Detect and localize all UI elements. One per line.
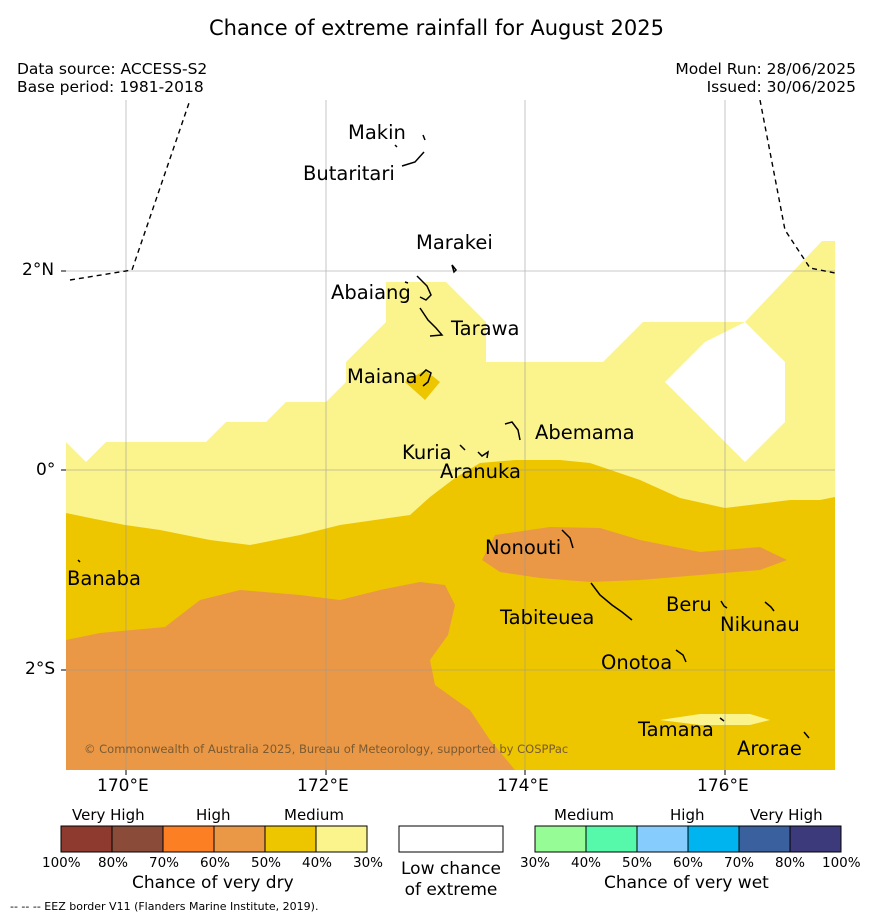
place-label-maiana: Maiana (347, 365, 418, 388)
x-tick-label: 174°E (497, 776, 549, 796)
zone-dry-high-maiana (405, 370, 440, 400)
copyright-notice: © Commonwealth of Australia 2025, Bureau… (84, 742, 569, 756)
model-run-label: Model Run: 28/06/2025 (675, 60, 856, 78)
legend-dry-header: High (196, 806, 231, 824)
place-label-nikunau: Nikunau (720, 613, 800, 636)
legend-dry-header: Medium (284, 806, 344, 824)
legend-wet-tick: 30% (520, 855, 551, 871)
legend-dry-header: Very High (72, 806, 145, 824)
legend-wet-bar (534, 825, 842, 853)
legend-wet-header: Medium (554, 806, 614, 824)
place-label-banaba: Banaba (67, 567, 141, 590)
place-label-onotoa: Onotoa (601, 651, 673, 674)
place-label-tarawa: Tarawa (451, 317, 520, 340)
place-label-abemama: Abemama (535, 421, 635, 444)
zone-medium-tamana (660, 714, 770, 725)
place-label-beru: Beru (666, 593, 712, 616)
legend-dry-swatch (111, 825, 164, 853)
legend-wet-header: High (670, 806, 705, 824)
legend-dry-title: Chance of very dry (132, 873, 294, 893)
legend-dry-bar (60, 825, 368, 853)
legend-dry-swatch (213, 825, 266, 853)
legend-dry-tick: 50% (251, 855, 282, 871)
legend-wet-swatch (687, 825, 740, 853)
legend-wet-tick: 100% (822, 855, 861, 871)
zone-low-top (66, 100, 835, 462)
legend-low-swatch (398, 825, 504, 853)
place-label-nonouti: Nonouti (485, 536, 562, 559)
legend-dry-tick: 40% (302, 855, 333, 871)
legend-wet-swatch (585, 825, 638, 853)
place-label-arorae: Arorae (737, 737, 802, 760)
legend-wet-tick: 60% (673, 855, 704, 871)
legend-wet-tick: 50% (622, 855, 653, 871)
legend-dry-swatch (60, 825, 113, 853)
data-source-label: Data source: ACCESS-S2 (17, 60, 208, 78)
place-label-makin: Makin (348, 121, 406, 144)
legend-dry-swatch (162, 825, 215, 853)
base-period-label: Base period: 1981-2018 (17, 78, 204, 96)
page-title: Chance of extreme rainfall for August 20… (209, 16, 664, 40)
meta-left: Data source: ACCESS-S2 Base period: 1981… (17, 60, 207, 96)
legend-low-line2: of extreme (404, 880, 498, 900)
legend-low-line1: Low chance (401, 859, 501, 879)
meta-right: Model Run: 28/06/2025 Issued: 30/06/2025 (675, 60, 856, 96)
legend-wet-swatch (789, 825, 842, 853)
legend-wet-title: Chance of very wet (604, 873, 769, 893)
eez-border (69, 100, 835, 281)
place-label-kuria: Kuria (402, 441, 452, 464)
x-tick-label: 176°E (697, 776, 749, 796)
eez-border-note: -- -- -- EEZ border V11 (Flanders Marine… (10, 900, 319, 913)
legend-wet-header: Very High (750, 806, 823, 824)
legend-dry-tick: 30% (353, 855, 384, 871)
x-tick-label: 172°E (297, 776, 349, 796)
legend-wet-tick: 80% (775, 855, 806, 871)
place-label-tabiteuea: Tabiteuea (500, 606, 595, 629)
place-label-tamana: Tamana (638, 718, 714, 741)
legend-wet-tick: 40% (571, 855, 602, 871)
place-label-aranuka: Aranuka (440, 460, 521, 483)
legend-wet-tick: 70% (724, 855, 755, 871)
island-outlines (77, 134, 810, 739)
place-label-marakei: Marakei (416, 231, 493, 254)
place-label-butaritari: Butaritari (303, 162, 395, 185)
legend-dry-tick: 70% (149, 855, 180, 871)
y-tick-label: 0° (36, 460, 56, 480)
legend-dry-tick: 80% (98, 855, 129, 871)
legend-dry-tick: 60% (200, 855, 231, 871)
y-tick-label: 2°S (25, 659, 56, 679)
axis-ticks (61, 270, 726, 775)
zone-dry-high-band (482, 527, 787, 582)
gridlines (66, 100, 835, 770)
legend-wet-swatch (636, 825, 689, 853)
y-tick-label: 2°N (22, 260, 55, 280)
legend-wet-swatch (534, 825, 587, 853)
zone-dry-high-southwest (66, 582, 515, 770)
place-label-abaiang: Abaiang (331, 281, 411, 304)
x-tick-label: 170°E (97, 776, 149, 796)
legend-dry-swatch (315, 825, 368, 853)
legend-wet-swatch (738, 825, 791, 853)
legend-dry-swatch (264, 825, 317, 853)
issued-label: Issued: 30/06/2025 (706, 78, 856, 96)
legend-dry-tick: 100% (42, 855, 81, 871)
